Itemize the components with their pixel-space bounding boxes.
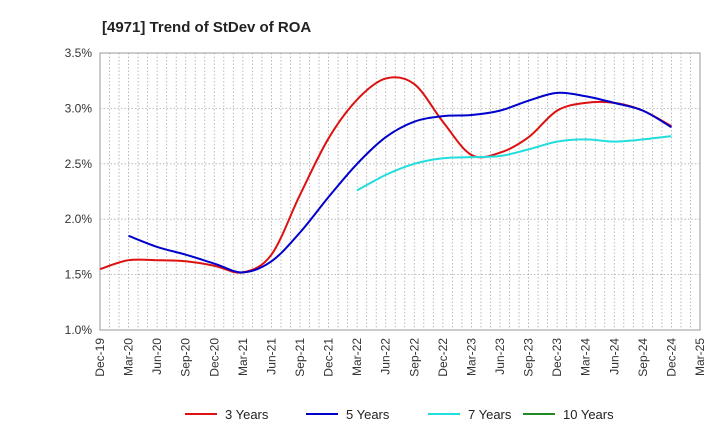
x-tick-label: Jun-22 <box>379 338 393 375</box>
y-tick-label: 1.5% <box>65 268 93 282</box>
x-tick-label: Sep-21 <box>293 338 307 377</box>
x-tick-label: Mar-23 <box>464 338 478 376</box>
x-tick-label: Sep-23 <box>522 338 536 377</box>
x-tick-label: Mar-22 <box>350 338 364 376</box>
grid-layer <box>99 52 701 331</box>
x-tick-label: Dec-21 <box>322 338 336 377</box>
x-tick-label: Dec-19 <box>93 338 107 377</box>
legend-label-7-years: 7 Years <box>468 407 512 422</box>
y-tick-label: 3.0% <box>65 101 93 115</box>
x-tick-label: Mar-25 <box>693 338 707 376</box>
legend-label-10-years: 10 Years <box>563 407 614 422</box>
legend-label-3-years: 3 Years <box>225 407 269 422</box>
series-line-5-years <box>128 91 672 274</box>
x-tick-label: Dec-20 <box>207 338 221 377</box>
axis-layer: 1.0% 1.5% 2.0% 2.5% 3.0% 3.5% Dec-19 Mar-20 Jun-… <box>65 46 707 377</box>
x-tick-label: Dec-24 <box>664 338 678 377</box>
x-tick-label: Dec-22 <box>436 338 450 377</box>
series-line-3-years <box>99 76 672 274</box>
legend: 3 Years 5 Years 7 Years 10 Years <box>185 407 614 422</box>
y-tick-label: 2.0% <box>65 212 93 226</box>
series-line-7-years <box>356 135 672 192</box>
y-tick-label: 2.5% <box>65 157 93 171</box>
x-tick-label: Sep-20 <box>179 338 193 377</box>
x-tick-label: Mar-21 <box>236 338 250 376</box>
x-tick-label: Jun-24 <box>607 338 621 375</box>
legend-label-5-years: 5 Years <box>346 407 390 422</box>
x-tick-label: Sep-22 <box>407 338 421 377</box>
chart-title: [4971] Trend of StDev of ROA <box>102 19 311 36</box>
x-tick-label: Dec-23 <box>550 338 564 377</box>
x-tick-label: Jun-23 <box>493 338 507 375</box>
x-tick-label: Jun-20 <box>150 338 164 375</box>
plot-border <box>99 52 701 331</box>
y-tick-label: 3.5% <box>65 46 93 60</box>
y-tick-label: 1.0% <box>65 323 93 337</box>
x-tick-label: Sep-24 <box>636 338 650 377</box>
series-layer <box>99 76 672 274</box>
x-tick-label: Jun-21 <box>264 338 278 375</box>
x-tick-label: Mar-24 <box>579 338 593 376</box>
x-tick-label: Mar-20 <box>122 338 136 376</box>
